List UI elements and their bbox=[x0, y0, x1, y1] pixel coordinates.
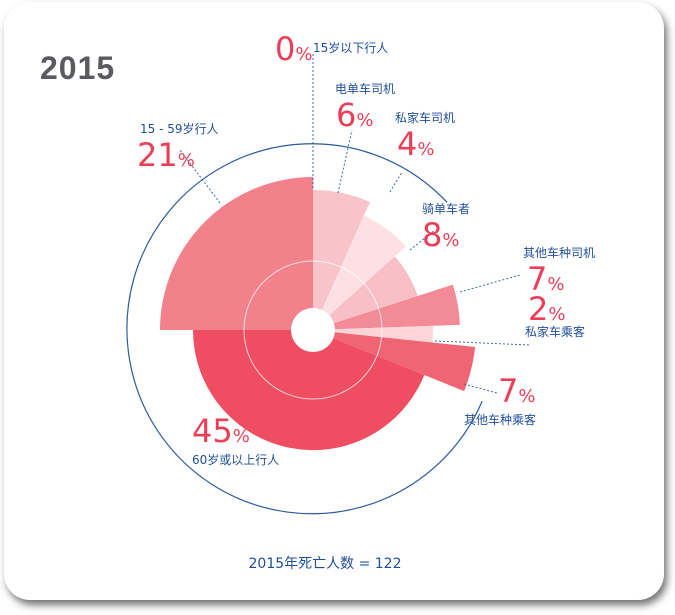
sector-seg-4 bbox=[313, 284, 460, 330]
category-label-seg-1: 电单车司机 bbox=[335, 81, 395, 96]
category-label-seg-0: 15岁以下行人 bbox=[313, 40, 388, 55]
category-label-seg-2: 私家车司机 bbox=[395, 110, 455, 125]
value-label-seg-1: 6% bbox=[336, 96, 373, 134]
value-label-seg-0: 0% bbox=[275, 30, 312, 68]
value-label-seg-2: 4% bbox=[397, 125, 434, 163]
chart-title: 2015 bbox=[40, 50, 116, 86]
sector-seg-2 bbox=[313, 215, 406, 330]
sector-seg-3 bbox=[313, 256, 418, 330]
leader-line-seg-6 bbox=[463, 383, 498, 394]
sector-seg-5 bbox=[313, 325, 433, 343]
value-label-seg-4: 7% bbox=[527, 260, 564, 298]
category-label-seg-8: 15 - 59岁行人 bbox=[140, 121, 219, 136]
value-label-seg-8: 21% bbox=[137, 136, 195, 174]
value-label-seg-7: 45% bbox=[192, 412, 250, 450]
value-label-seg-5: 2% bbox=[528, 290, 565, 328]
total-deaths-caption: 2015年死亡人数 = 122 bbox=[248, 556, 402, 572]
center-hole bbox=[291, 308, 335, 352]
category-label-seg-6: 其他车种乘客 bbox=[464, 412, 536, 427]
value-label-seg-6: 7% bbox=[498, 372, 535, 410]
leader-line-seg-2 bbox=[389, 171, 403, 193]
inner-reference-ring bbox=[243, 260, 383, 400]
category-label-seg-4: 其他车种司机 bbox=[523, 245, 595, 260]
leader-line-seg-1 bbox=[337, 129, 353, 194]
leader-line-seg-4 bbox=[459, 274, 521, 293]
sector-seg-1 bbox=[313, 190, 370, 330]
leader-line-seg-3 bbox=[409, 229, 436, 251]
leader-line-seg-8 bbox=[179, 149, 221, 204]
sector-seg-6 bbox=[313, 330, 476, 392]
value-label-seg-3: 8% bbox=[422, 216, 459, 254]
category-label-seg-7: 60岁或以上行人 bbox=[192, 452, 279, 467]
category-label-seg-3: 骑单车者 bbox=[422, 201, 470, 216]
sector-seg-8 bbox=[160, 177, 313, 330]
category-label-seg-5: 私家车乘客 bbox=[525, 324, 585, 339]
